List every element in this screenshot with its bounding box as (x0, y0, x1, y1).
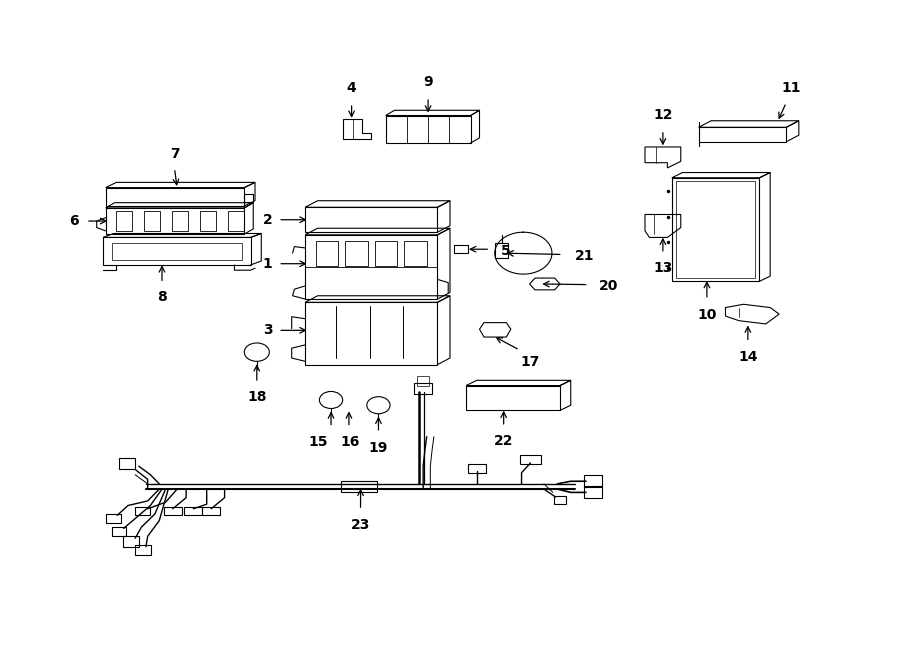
Text: 17: 17 (521, 356, 540, 369)
Text: 20: 20 (599, 279, 618, 293)
Text: 2: 2 (263, 213, 273, 227)
Polygon shape (341, 481, 377, 492)
Text: 18: 18 (247, 390, 266, 404)
Text: 7: 7 (170, 147, 179, 161)
Text: 12: 12 (653, 108, 672, 122)
Text: 14: 14 (738, 350, 758, 364)
Text: 10: 10 (698, 307, 716, 321)
Text: 6: 6 (69, 214, 79, 228)
Text: 22: 22 (494, 434, 513, 448)
Text: 9: 9 (423, 75, 433, 89)
Text: 23: 23 (351, 518, 370, 532)
Text: 15: 15 (309, 436, 328, 449)
Text: 16: 16 (340, 436, 359, 449)
Text: 1: 1 (263, 256, 273, 271)
Text: 19: 19 (369, 441, 388, 455)
Text: 5: 5 (501, 243, 510, 258)
Text: 11: 11 (781, 81, 800, 95)
Text: 8: 8 (158, 290, 166, 304)
Text: 3: 3 (263, 323, 273, 337)
Text: 21: 21 (575, 249, 595, 263)
Text: 4: 4 (346, 81, 356, 95)
Text: 13: 13 (653, 261, 672, 275)
